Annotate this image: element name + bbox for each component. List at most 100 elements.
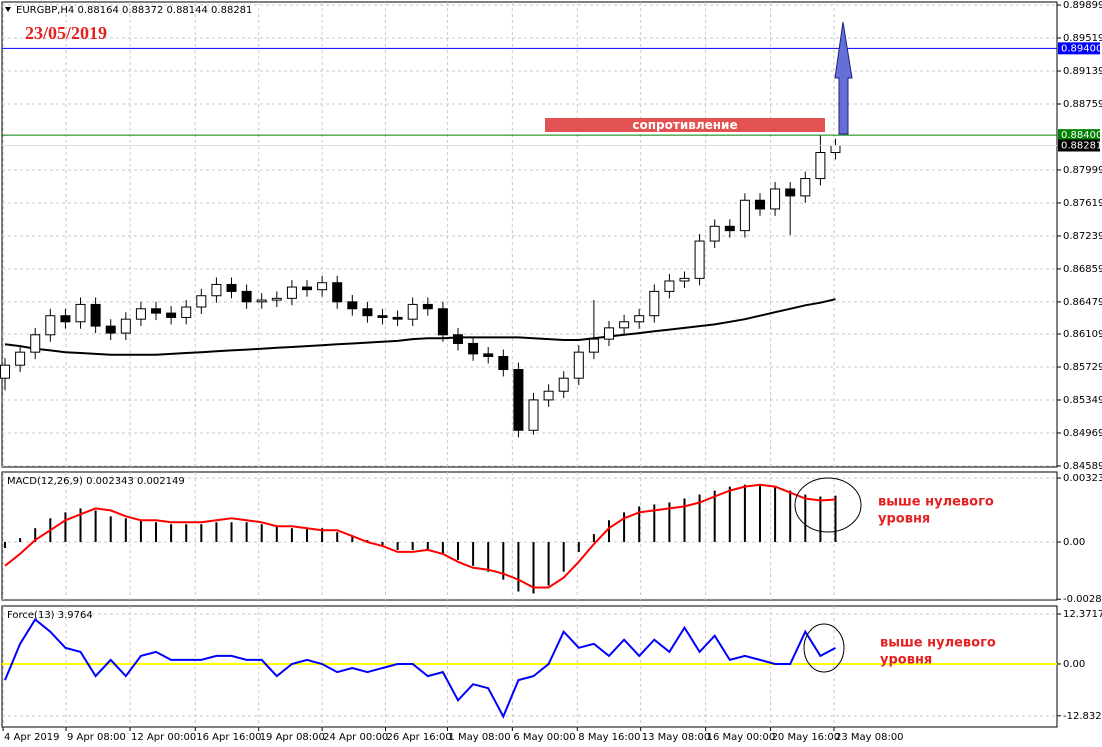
x-tick-label: 26 Apr 16:00 [387, 732, 452, 743]
candle-body [302, 286, 313, 291]
candle-body [724, 225, 735, 232]
candle-body [528, 399, 539, 431]
histogram-bar [638, 506, 641, 543]
y-tick-label: 0.87239 [1063, 231, 1102, 242]
histogram-bar [230, 522, 233, 543]
histogram-bar [532, 542, 535, 594]
x-tick-label: 6 May 00:00 [513, 732, 575, 743]
histogram-bar [411, 542, 414, 550]
candle-body [770, 188, 781, 210]
candle-body [800, 178, 811, 197]
candle-body [468, 342, 479, 355]
candle-body [211, 283, 222, 297]
level-label: 0.89400 [1061, 43, 1102, 54]
histogram-bar [155, 522, 158, 543]
histogram-bar [4, 542, 7, 548]
candle-body [347, 301, 358, 310]
y-tick-label: 12.3717 [1063, 609, 1102, 620]
histogram-bar [34, 528, 37, 543]
histogram-bar [185, 524, 188, 543]
indicator-title: Force(13) 3.9764 [7, 610, 93, 621]
annotation: выше нулевого [878, 495, 994, 510]
histogram-bar [743, 484, 746, 543]
y-tick-label: 0.85349 [1063, 395, 1102, 406]
histogram-bar [170, 524, 173, 543]
x-tick-label: 16 Apr 16:00 [196, 732, 261, 743]
candle-body [513, 369, 524, 431]
histogram-bar [124, 518, 127, 543]
candle-body [603, 327, 614, 340]
y-tick-label: 0.86109 [1063, 329, 1102, 340]
y-tick-label: 0.89519 [1063, 33, 1102, 44]
histogram-bar [698, 494, 701, 543]
candle-body [166, 312, 177, 318]
y-tick-label: 0.89899 [1063, 0, 1102, 11]
y-tick-label: 0.88759 [1063, 99, 1102, 110]
histogram-bar [245, 522, 248, 543]
histogram-bar [487, 542, 490, 572]
y-tick-label: 0.84589 [1063, 461, 1102, 472]
y-tick-label: -12.8323 [1063, 711, 1102, 722]
histogram-bar [607, 520, 610, 543]
y-tick-label: 0.86859 [1063, 264, 1102, 275]
candle-body [90, 303, 101, 327]
y-tick-label: 0.84969 [1063, 428, 1102, 439]
histogram-bar [834, 495, 837, 543]
histogram-bar [789, 490, 792, 543]
candle-body [422, 303, 433, 310]
x-tick-label: 13 May 08:00 [642, 732, 711, 743]
histogram-bar [441, 542, 444, 554]
histogram-bar [290, 528, 293, 543]
histogram-bar [336, 532, 339, 543]
candle-body [151, 308, 162, 314]
histogram-bar [306, 528, 309, 543]
histogram-bar [109, 516, 112, 543]
histogram-bar [381, 542, 384, 546]
up-arrow [834, 21, 853, 135]
histogram-bar [819, 496, 822, 543]
panel-frame [1, 471, 1058, 601]
histogram-bar [758, 484, 761, 543]
x-tick-label: 20 May 16:00 [772, 732, 841, 743]
histogram-bar [517, 542, 520, 592]
candle-body [377, 315, 388, 318]
candle-body [785, 188, 796, 197]
candle-body [483, 353, 494, 358]
candle-body [120, 318, 131, 334]
highlight-circle [794, 477, 862, 533]
candle-body [498, 356, 509, 371]
candle-body [286, 286, 297, 299]
candle-body [0, 364, 11, 379]
candle-body [634, 315, 645, 323]
candle-body [573, 351, 584, 379]
level-label-box [1058, 42, 1100, 55]
candle-body [543, 390, 554, 401]
histogram-bar [728, 486, 731, 543]
annotation: уровня [880, 653, 932, 668]
candle-body [588, 338, 599, 353]
y-tick-label: 0.87999 [1063, 165, 1102, 176]
candle-body [709, 225, 720, 242]
symbol-header: EURGBP,H4 0.88164 0.88372 0.88144 0.8828… [16, 5, 252, 16]
candle-body [664, 280, 675, 292]
histogram-bar [351, 536, 354, 543]
candle-body [15, 351, 26, 366]
histogram-bar [502, 542, 505, 580]
histogram-bar [592, 534, 595, 543]
histogram-bar [774, 486, 777, 543]
candle-body [105, 325, 116, 334]
resistance-box [545, 118, 825, 132]
candle-body [30, 334, 41, 353]
histogram-bar [577, 542, 580, 552]
candle-body [241, 290, 252, 303]
candle-body [754, 199, 765, 210]
resistance-label: сопротивление [632, 118, 737, 132]
candle-body [256, 299, 267, 303]
histogram-bar [275, 526, 278, 543]
histogram-bar [623, 512, 626, 543]
line [4, 618, 836, 719]
histogram-bar [215, 522, 218, 543]
candle-body [226, 283, 237, 292]
x-tick-label: 19 Apr 08:00 [260, 732, 325, 743]
